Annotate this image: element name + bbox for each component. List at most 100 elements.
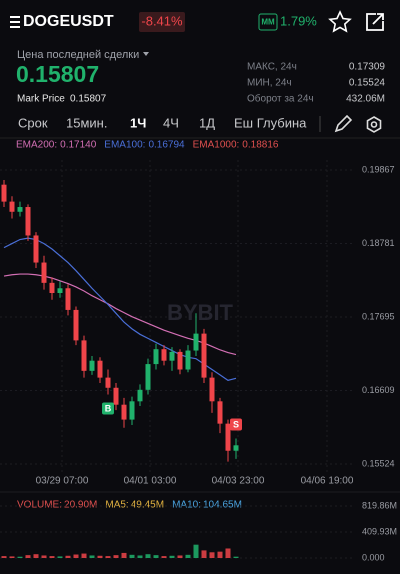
y-tick-label: 0.18781	[362, 238, 395, 248]
stats: МАКС, 24ч 0.17309 МИН, 24ч 0.15524 Оборот за…	[247, 62, 385, 105]
candle-body	[161, 349, 167, 361]
volume-legend-name: MA10:	[172, 500, 201, 511]
price-caption[interactable]: Цена последней сделки	[17, 49, 139, 61]
trade-marker	[102, 402, 114, 415]
candle-body	[193, 333, 199, 351]
volume-tick-label: 0.000	[362, 552, 385, 562]
indicator-value: 0.16794	[148, 140, 185, 151]
mark-value: 0.15807	[70, 94, 107, 105]
symbol[interactable]: DOGEUSDT	[23, 13, 114, 30]
candle-body	[145, 364, 151, 390]
candle-body	[121, 404, 127, 420]
volume-bar	[41, 555, 47, 558]
candle-body	[57, 288, 63, 294]
volume-legend-value: 20.90M	[64, 500, 97, 511]
volume-bar	[137, 555, 143, 558]
volume-bar	[177, 555, 183, 558]
candle-body	[185, 350, 191, 370]
candle-body	[129, 401, 135, 420]
volume-bar	[185, 554, 191, 558]
stat-value: 0.15524	[349, 78, 386, 89]
volume-bar	[169, 555, 175, 558]
indicator-name: EMA200:	[16, 140, 57, 151]
volume-tick-label: 409.93M	[362, 526, 397, 536]
indicator-value: 0.17140	[60, 140, 97, 151]
volume-bar	[1, 556, 7, 558]
x-tick-label: 04/03 23:00	[212, 476, 265, 487]
y-tick-label: 0.15524	[362, 458, 395, 468]
y-tick-label: 0.19867	[362, 164, 395, 174]
candle-body	[105, 377, 111, 388]
candle-body	[225, 423, 231, 451]
volume-bar	[73, 554, 79, 558]
tab[interactable]: Еш Глубина	[234, 115, 307, 130]
volume-bar	[57, 556, 63, 558]
candle-body	[49, 282, 55, 294]
volume-bar	[225, 548, 231, 558]
candle-body	[201, 333, 207, 378]
volume-bar	[33, 554, 39, 558]
candle-body	[113, 387, 119, 405]
tab[interactable]: Срок	[18, 115, 48, 130]
volume-bar	[129, 554, 135, 558]
volume-bar	[89, 555, 95, 558]
candle-body	[233, 445, 239, 451]
candle-body	[89, 360, 95, 371]
candle-body	[25, 207, 31, 236]
stat-value: 0.17309	[349, 62, 386, 73]
volume-tick-label: 819.86M	[362, 500, 397, 510]
share-icon[interactable]	[366, 13, 384, 31]
trade-marker-label: B	[105, 403, 112, 413]
candle-body	[177, 351, 183, 370]
volume-bar	[233, 556, 239, 558]
candle-body	[209, 377, 215, 402]
x-tick-label: 04/01 03:00	[124, 476, 177, 487]
volume-bar	[9, 556, 15, 558]
trade-marker	[230, 418, 242, 431]
volume-legend-value: 49.45M	[131, 500, 164, 511]
volume-bar	[49, 556, 55, 558]
tab[interactable]: 4Ч	[163, 115, 179, 130]
tab[interactable]: 1Ч	[130, 115, 146, 130]
volume-bar	[193, 544, 199, 558]
candle-body	[9, 201, 15, 212]
volume-bar	[17, 556, 23, 558]
volume-bar	[121, 552, 127, 558]
indicator-name: EMA100:	[104, 140, 145, 151]
mm-badge[interactable]: MM	[261, 18, 275, 27]
ema-line	[3, 237, 237, 381]
last-price: 0.15807	[16, 61, 99, 87]
stat-label: МИН, 24ч	[247, 78, 292, 89]
chart: EMA200: 0.17140 EMA100: 0.16794 EMA1000: 0.18…	[0, 140, 400, 562]
tab[interactable]: 15мин.	[66, 115, 107, 130]
candle-body	[65, 288, 71, 310]
candle-body	[1, 184, 7, 202]
y-tick-label: 0.17695	[362, 311, 395, 321]
y-tick-label: 0.16609	[362, 385, 395, 395]
candle-body	[17, 207, 23, 212]
menu-icon[interactable]	[10, 16, 20, 28]
favorite-icon[interactable]	[328, 10, 352, 33]
volume-legend-name: VOLUME:	[17, 500, 62, 511]
volume-bar	[97, 555, 103, 558]
tabs: Срок 15мин. 1Ч 4Ч 1Д Еш Глубина	[18, 115, 321, 132]
tab[interactable]: 1Д	[199, 115, 215, 130]
settings-icon[interactable]	[366, 116, 382, 133]
indicator-name: EMA1000:	[193, 140, 240, 151]
trade-marker-label: S	[233, 419, 239, 429]
mm-badge-box	[258, 13, 278, 31]
draw-icon[interactable]	[334, 114, 353, 133]
caption-arrow[interactable]	[143, 52, 149, 56]
volume-bar	[25, 555, 31, 558]
x-tick-label: 03/29 07:00	[36, 476, 89, 487]
mark-label: Mark Price	[17, 94, 65, 105]
volume-bar	[65, 555, 71, 558]
volume-bar	[161, 556, 167, 558]
candle-body	[33, 235, 39, 263]
volume-bar	[145, 554, 151, 558]
change: -8.41%	[141, 13, 183, 28]
mm-value[interactable]: 1.79%	[280, 13, 317, 28]
